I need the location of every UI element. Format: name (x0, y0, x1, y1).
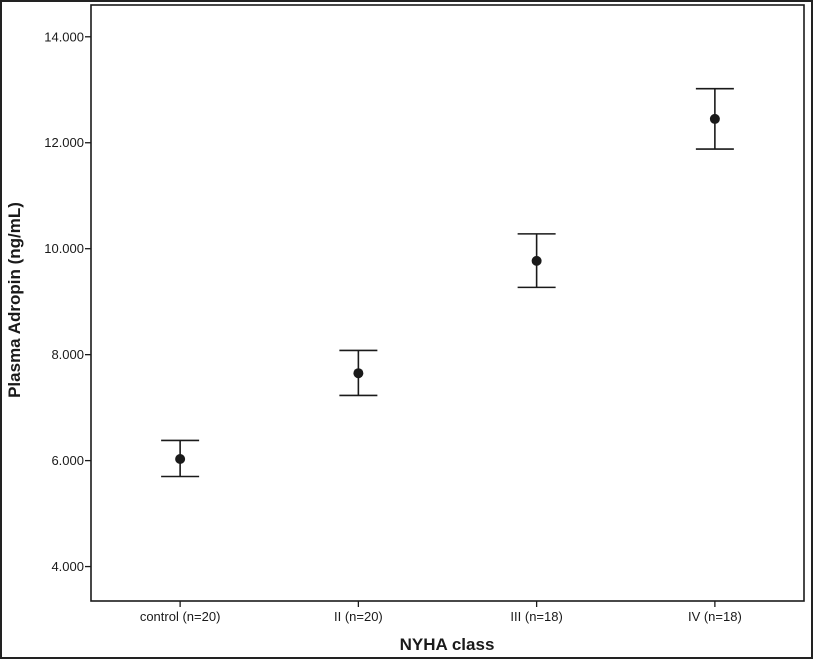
x-tick-label: III (n=18) (510, 609, 562, 624)
plot-area (90, 4, 805, 602)
y-tick-label: 8.000 (51, 347, 84, 362)
y-tick-label: 10.000 (44, 241, 84, 256)
y-axis-ticks: 4.000 6.000 8.000 10.000 12.000 14.000 (44, 29, 91, 574)
x-tick-label: IV (n=18) (688, 609, 742, 624)
x-tick-label: control (n=20) (140, 609, 221, 624)
mean-point (531, 255, 542, 266)
y-tick-label: 12.000 (44, 135, 84, 150)
x-axis-ticks: control (n=20) II (n=20) III (n=18) IV (n=1… (140, 601, 742, 624)
x-tick-label: II (n=20) (334, 609, 383, 624)
mean-point (175, 454, 186, 465)
y-tick-label: 14.000 (44, 29, 84, 44)
x-axis-title: NYHA class (400, 635, 495, 654)
mean-point (353, 368, 364, 379)
y-tick-label: 4.000 (51, 559, 84, 574)
mean-point (709, 113, 720, 124)
y-axis-title: Plasma Adropin (ng/mL) (5, 202, 24, 398)
y-tick-label: 6.000 (51, 453, 84, 468)
data-marks (161, 87, 734, 478)
